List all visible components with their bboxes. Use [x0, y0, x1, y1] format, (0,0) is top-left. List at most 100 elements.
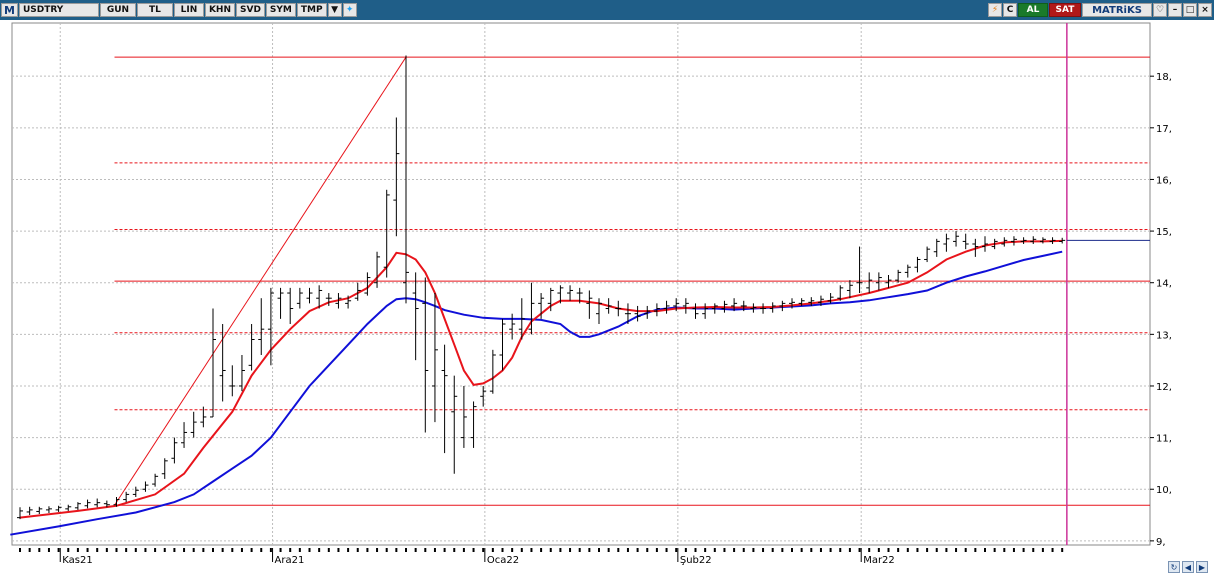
day-tick — [964, 548, 967, 552]
day-tick — [269, 548, 272, 552]
day-tick — [694, 548, 697, 552]
day-tick — [868, 548, 871, 552]
day-tick — [376, 548, 379, 552]
x-tick-label: Oca22 — [487, 555, 519, 566]
y-tick-label: 12, — [1156, 382, 1172, 393]
ohlc-bar — [65, 504, 72, 511]
day-tick — [800, 548, 803, 552]
currency-button[interactable]: TL — [136, 3, 173, 17]
ohlc-bar — [489, 349, 496, 394]
ohlc-bar — [113, 496, 120, 507]
c-button[interactable]: C — [1003, 3, 1017, 17]
day-tick — [173, 548, 176, 552]
ohlc-bar — [721, 300, 728, 313]
maximize-icon[interactable]: □ — [1183, 3, 1197, 17]
ohlc-bar — [798, 298, 805, 306]
ohlc-bar — [760, 303, 767, 314]
symbol-field[interactable]: USDTRY — [18, 3, 99, 17]
ohlc-bar — [403, 55, 409, 304]
day-tick — [154, 548, 157, 552]
ohlc-bar — [200, 406, 207, 428]
ohlc-bar — [789, 298, 795, 309]
ohlc-bar — [518, 298, 525, 340]
dropdown-arrow-icon[interactable]: ▼ — [327, 3, 342, 17]
day-tick — [559, 548, 562, 552]
lightning-icon[interactable]: ⚡ — [988, 3, 1002, 17]
chart-type-button[interactable]: LIN — [173, 3, 204, 17]
ohlc-bar — [856, 246, 863, 294]
ohlc-bar — [653, 303, 660, 317]
ohlc-bar — [181, 422, 188, 448]
ohlc-bar — [557, 285, 564, 304]
ohlc-bar — [1010, 236, 1017, 246]
ohlc-bar — [422, 277, 429, 433]
heart-icon[interactable]: ♡ — [1153, 3, 1167, 17]
day-tick — [569, 548, 572, 552]
day-tick — [47, 548, 50, 552]
ohlc-bar — [1030, 236, 1037, 244]
minimize-icon[interactable]: – — [1168, 3, 1182, 17]
ohlc-bar — [962, 233, 969, 250]
day-tick — [308, 548, 311, 552]
day-tick — [829, 548, 832, 552]
sell-button[interactable]: SAT — [1049, 3, 1081, 17]
day-tick — [385, 548, 388, 552]
day-tick — [974, 548, 977, 552]
day-tick — [395, 548, 398, 552]
day-tick — [356, 548, 359, 552]
ohlc-bar — [210, 308, 216, 418]
close-icon[interactable]: × — [1198, 3, 1212, 17]
day-tick — [414, 548, 417, 552]
day-tick — [405, 548, 407, 552]
period-button[interactable]: GUN — [99, 3, 136, 17]
ohlc-bar — [74, 502, 81, 510]
day-tick — [1012, 548, 1015, 552]
ohlc-bar — [817, 295, 824, 306]
day-tick — [183, 548, 186, 552]
day-tick — [366, 548, 369, 552]
tmp-button[interactable]: TMP — [296, 3, 327, 17]
day-tick — [433, 548, 436, 552]
day-tick — [298, 548, 301, 552]
ohlc-bar — [943, 233, 950, 252]
sym-button[interactable]: SYM — [265, 3, 296, 17]
chart-toolbar: M USDTRY GUN TL LIN KHN SVD SYM TMP ▼ ✦ … — [0, 0, 1214, 20]
y-tick-label: 16, — [1156, 175, 1172, 186]
ohlc-bar — [615, 300, 622, 317]
ohlc-bar — [258, 298, 265, 355]
day-tick — [588, 548, 591, 552]
day-tick — [906, 548, 909, 552]
ohlc-bar — [499, 318, 506, 371]
ohlc-bar — [866, 272, 873, 294]
day-tick — [791, 548, 793, 552]
ohlc-bar — [17, 507, 23, 520]
buy-button[interactable]: AL — [1018, 3, 1048, 17]
ohlc-bar — [644, 305, 651, 319]
refresh-icon[interactable]: ↻ — [1168, 561, 1180, 573]
bird-icon[interactable]: ✦ — [342, 3, 357, 17]
ohlc-bar — [441, 344, 448, 454]
scroll-left-icon[interactable]: ◀ — [1182, 561, 1194, 573]
day-tick — [1032, 548, 1035, 552]
day-tick — [723, 548, 726, 552]
khn-button[interactable]: KHN — [204, 3, 235, 17]
ohlc-bar — [972, 238, 979, 257]
ohlc-bar — [1020, 237, 1027, 244]
ohlc-bar — [827, 293, 834, 304]
day-tick — [926, 548, 929, 552]
ohlc-bar — [55, 505, 62, 512]
day-tick — [1022, 548, 1025, 552]
day-tick — [57, 548, 60, 552]
ohlc-bar — [94, 498, 101, 508]
scroll-right-icon[interactable]: ▶ — [1196, 561, 1208, 573]
svd-button[interactable]: SVD — [236, 3, 265, 17]
day-tick — [347, 548, 350, 552]
y-tick-label: 10, — [1156, 485, 1172, 496]
ohlc-bar — [933, 238, 940, 257]
day-tick — [540, 548, 543, 552]
day-tick — [289, 548, 292, 552]
ohlc-bar — [808, 297, 815, 306]
price-chart[interactable]: 9, 10, 11, 12, 13, 14, 15, 16, 17, 18, Kas21 Ara21 O… — [0, 20, 1214, 577]
day-tick — [1061, 548, 1064, 552]
y-axis: 9, 10, 11, 12, 13, 14, 15, 16, 17, 18, — [1156, 72, 1172, 548]
